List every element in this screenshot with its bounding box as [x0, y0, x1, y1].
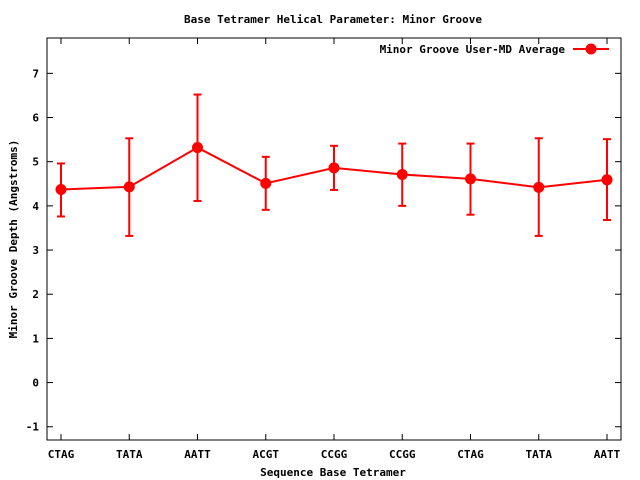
series-layer [55, 93, 613, 237]
y-tick-label: 0 [32, 377, 39, 390]
x-axis-label: Sequence Base Tetramer [260, 466, 406, 479]
y-tick-label: -1 [26, 421, 40, 434]
data-point [396, 169, 408, 181]
data-point [465, 173, 476, 185]
x-tick-label: CTAG [48, 448, 75, 461]
y-tick-label: 4 [32, 200, 39, 213]
x-tick-label: TATA [116, 448, 143, 461]
legend-label: Minor Groove User-MD Average [380, 43, 566, 56]
y-tick-label: 2 [32, 288, 39, 301]
data-point [123, 181, 135, 193]
x-tick-label: CTAG [457, 448, 484, 461]
y-tick-label: 1 [32, 332, 39, 345]
y-tick-label: 3 [32, 244, 39, 257]
x-tick-label: AATT [184, 448, 211, 461]
data-point [328, 162, 340, 174]
data-point [192, 142, 203, 154]
legend: Minor Groove User-MD Average [380, 43, 609, 56]
y-tick-label: 5 [32, 156, 39, 169]
y-axis: -1 0 1 2 3 4 5 6 7 [26, 67, 621, 434]
y-tick-label: 6 [32, 112, 39, 125]
x-axis: CTAG TATA AATT ACGT CCGG CCGG CTAG TATA AATT [48, 38, 621, 461]
x-tick-label: TATA [526, 448, 553, 461]
x-tick-label: ACGT [253, 448, 280, 461]
data-point [260, 177, 272, 189]
data-point [55, 184, 67, 196]
plot-frame [46, 37, 622, 441]
data-point [601, 174, 613, 186]
legend-marker [585, 43, 597, 55]
x-tick-label: CCGG [389, 448, 416, 461]
data-point [533, 181, 545, 193]
x-tick-label: CCGG [321, 448, 348, 461]
y-tick-label: 7 [32, 67, 39, 80]
x-tick-label: AATT [594, 448, 621, 461]
chart-title: Base Tetramer Helical Parameter: Minor G… [184, 13, 482, 26]
y-axis-label: Minor Groove Depth (Angstroms) [7, 140, 20, 339]
